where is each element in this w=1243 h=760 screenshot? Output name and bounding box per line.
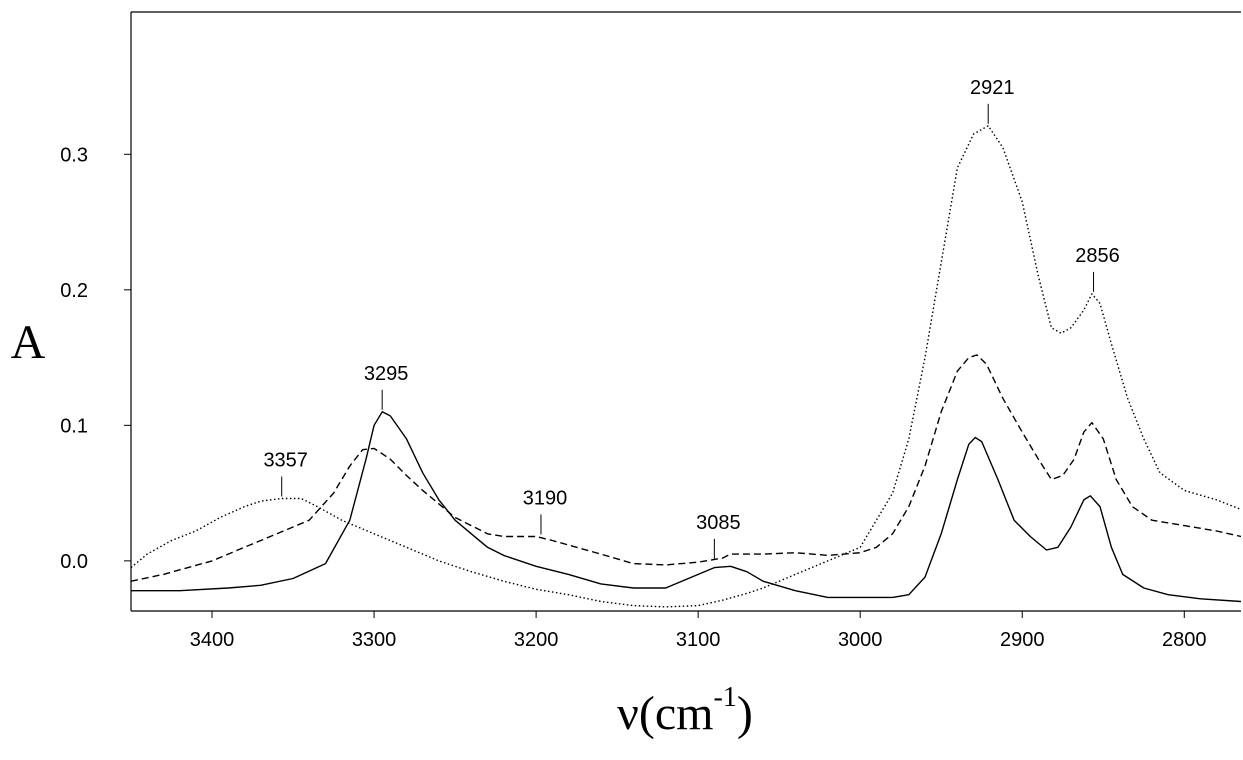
x-tick-label: 3400 xyxy=(190,629,235,651)
peak-label: 3085 xyxy=(696,512,741,534)
x-tick-label: 3100 xyxy=(676,629,721,651)
y-axis-label: A xyxy=(11,316,46,369)
peak-label: 3190 xyxy=(523,487,568,509)
series-line-dotted xyxy=(130,125,1242,608)
series-line-solid xyxy=(131,411,1242,603)
x-tick-label: 2800 xyxy=(1162,629,1207,651)
x-tick-label: 3000 xyxy=(838,629,883,651)
series-line-dashed xyxy=(130,354,1242,582)
x-tick-label: 3300 xyxy=(352,629,397,651)
x-tick-label: 3200 xyxy=(514,629,559,651)
x-axis-label-close: ) xyxy=(736,687,753,740)
x-axis-label-exponent: -1 xyxy=(713,682,737,713)
peak-label: 3295 xyxy=(364,363,409,385)
peak-label: 2856 xyxy=(1075,245,1120,267)
annotations: 3357 3295 3190 3085 2921 2856 xyxy=(263,77,1120,559)
y-tick-label: 0.0 xyxy=(60,551,88,573)
y-tick-label: 0.3 xyxy=(60,144,88,166)
peak-label: 2921 xyxy=(970,77,1015,99)
x-axis-label-main: ν(cm xyxy=(617,687,714,740)
y-tick-label: 0.2 xyxy=(60,280,88,302)
axes: 3400 3300 3200 3100 3000 2900 2800 0.0 0.1 0.2 0.3 xyxy=(60,11,1241,651)
x-axis-label: ν(cm-1) xyxy=(0,684,1243,740)
peak-label: 3357 xyxy=(263,450,308,472)
y-tick-label: 0.1 xyxy=(60,415,88,437)
x-tick-label: 2900 xyxy=(1000,629,1045,651)
series-group xyxy=(130,125,1242,608)
